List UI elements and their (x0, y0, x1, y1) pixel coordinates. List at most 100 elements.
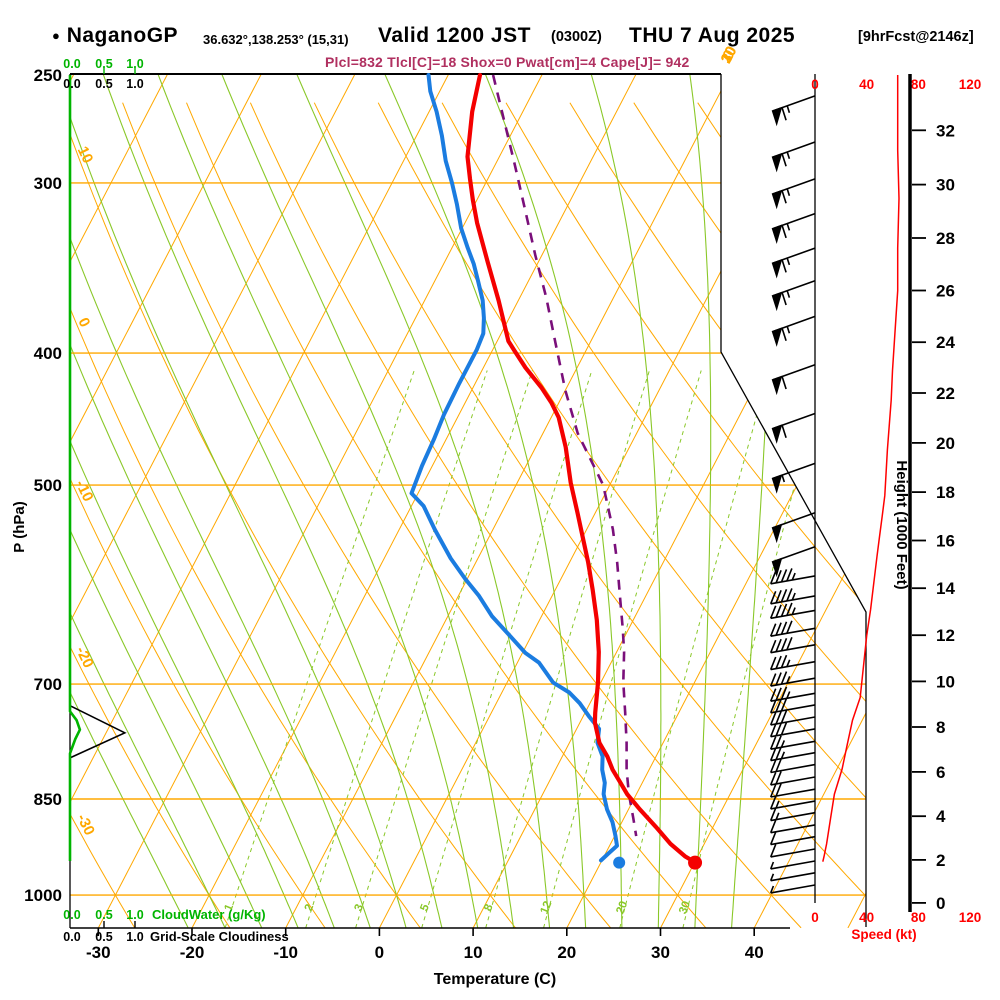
wind-barb-feather (769, 759, 777, 773)
height-tick-label: 8 (936, 718, 945, 737)
wind-barb-half-feather (786, 188, 791, 196)
wind-barb-half-feather (786, 326, 791, 334)
wind-barb-feather (786, 620, 793, 634)
wind-barb-flag (771, 375, 783, 396)
wind-barb-feather (769, 844, 777, 858)
wind-barb-flag (771, 424, 783, 444)
wind-barb-flag (771, 523, 783, 544)
speed-top-tick-label: 40 (859, 77, 874, 92)
station-title: ● NaganoGP (52, 24, 178, 48)
height-axis-title: Height (1000 Feet) (893, 460, 910, 589)
wind-barb-feather (780, 710, 788, 724)
wind-barb-feather (775, 758, 782, 772)
wind-barb-feather (769, 688, 777, 702)
wind-barb-staff (770, 627, 816, 637)
cloudiness-bottom-tick-label: 1.0 (126, 930, 143, 944)
temperature-tick-label: -30 (86, 943, 111, 962)
wind-barb-feather (775, 622, 782, 636)
wind-barb-staff (770, 788, 816, 798)
wind-barb-feather (775, 783, 782, 797)
wind-barb-staff (770, 740, 816, 750)
wind-barb-feather (769, 831, 777, 845)
wind-barb-feather (775, 655, 782, 669)
height-tick-label: 4 (936, 807, 946, 826)
height-tick-label: 22 (936, 384, 955, 403)
wind-barb-feather (781, 424, 787, 438)
wind-barb-staff (770, 751, 816, 762)
temperature-tick-label: 20 (557, 943, 576, 962)
temperature-tick-label: -10 (273, 943, 298, 962)
wind-barb-feather (769, 673, 777, 687)
wind-barbs (769, 95, 816, 894)
wind-barb-feather (786, 568, 793, 582)
wind-barb-half-feather (786, 659, 791, 668)
wind-barb-half-feather (775, 800, 780, 809)
temperature-axis: -30 -20 -10 0 10 20 30 40 Temperature (C) (86, 928, 764, 988)
pressure-tick-label: 1000 (24, 886, 62, 905)
mixing-ratio-label: 12 (539, 900, 555, 916)
wind-barb-feather (775, 638, 782, 652)
wind-barb-half-feather (786, 691, 791, 699)
wind-barb-flag (771, 106, 783, 127)
cloudiness-bottom-tick-label: 0.5 (95, 930, 112, 944)
wind-barb-feather (769, 623, 777, 637)
wind-barb-flag (771, 224, 783, 244)
wind-barb-feather (780, 722, 788, 736)
wind-barb-feather (780, 654, 788, 668)
cloudwater-top-tick-label: 1.0 (126, 57, 143, 71)
cloudwater-bottom-tick-label: 0.0 (63, 908, 80, 922)
wind-barb-flag (771, 327, 783, 347)
height-tick-label: 6 (936, 763, 945, 782)
cloud-scales: 0.0 0.0 0.5 0.5 1.0 1.0 0.0 0.0 0.5 0.5 1.0 1.0 Clou… (63, 57, 288, 944)
height-tick-label: 18 (936, 483, 955, 502)
height-tick-label: 10 (936, 672, 955, 691)
cloudwater-top-tick-label: 0.0 (63, 57, 80, 71)
wind-barb-feather (769, 796, 777, 810)
isotherm-label: 10 (718, 44, 741, 67)
cloudwater-axis-title: CloudWater (g/Kg) (152, 907, 266, 922)
height-tick-label: 28 (936, 229, 955, 248)
wind-barb-staff (770, 704, 816, 714)
wind-barb-feather (781, 327, 787, 341)
wind-barb-feather (775, 746, 782, 760)
temperature-curve (465, 72, 697, 864)
wind-barb-flag (771, 258, 783, 279)
mixing-ratio-label: 1 (223, 902, 237, 913)
temperature-tick-label: -20 (180, 943, 205, 962)
temperature-tick-label: 30 (651, 943, 670, 962)
isobar-lines (70, 182, 866, 896)
wind-barb-flag (771, 291, 783, 312)
wind-barb-feather (775, 672, 782, 686)
wind-barb-half-feather (786, 151, 791, 160)
wind-barb-half-feather (780, 740, 786, 748)
wind-barb-staff (770, 692, 816, 702)
pressure-axis-title: P (hPa) (11, 501, 28, 552)
wind-barb-staff (770, 763, 816, 774)
mixing-ratio-lines (224, 370, 826, 928)
height-tick-label: 26 (936, 282, 955, 301)
wind-barb-staff (770, 728, 816, 738)
wind-barb-flag (771, 557, 783, 578)
dewpoint-curve (409, 73, 619, 863)
wind-barb-feather (775, 687, 782, 701)
pressure-axis: 250 300 400 500 700 850 1000 P (hPa) (11, 66, 62, 905)
wind-barb-feather (769, 784, 777, 798)
wind-barb-staff (770, 644, 816, 654)
wind-barb-feather (786, 588, 793, 602)
speed-axis-title: Speed (kt) (851, 927, 916, 942)
wind-barb-feather (781, 259, 787, 273)
wind-barb-staff (770, 848, 816, 858)
cloudwater-top-tick-label: 0.5 (95, 57, 112, 71)
pressure-tick-label: 300 (34, 174, 62, 193)
isotherm-lines (70, 74, 866, 928)
wind-barb-feather (780, 603, 788, 617)
station-name: NaganoGP (66, 24, 179, 47)
wind-barb-feather (775, 735, 782, 749)
wind-barb-feather (769, 591, 777, 605)
wind-barb-feather (781, 225, 787, 239)
wind-barb-feather (769, 736, 777, 750)
